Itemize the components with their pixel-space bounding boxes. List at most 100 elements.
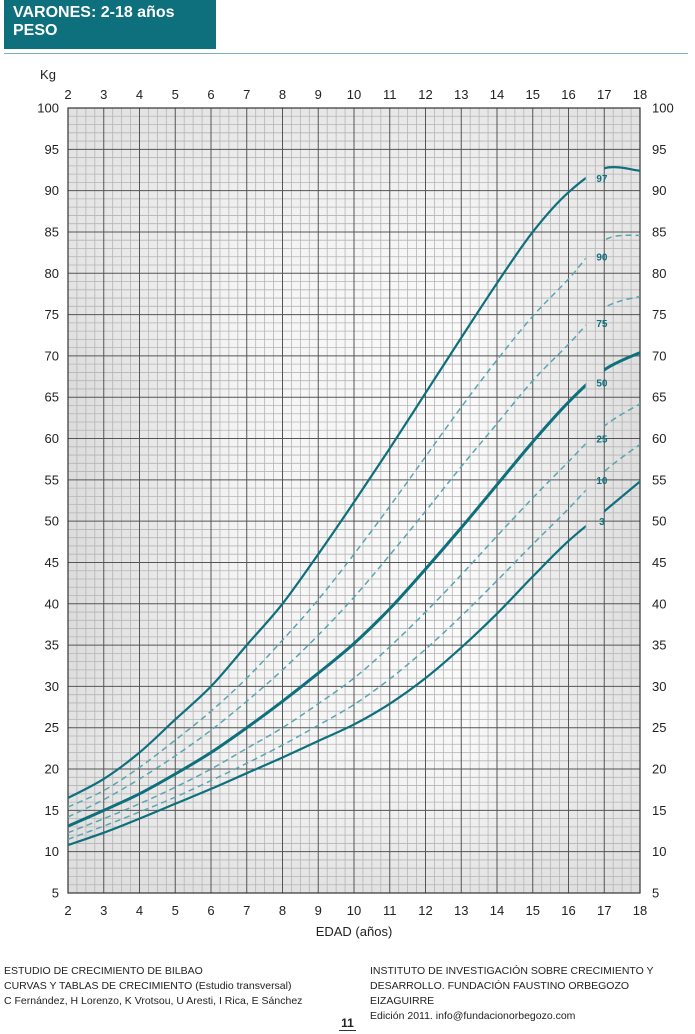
title-divider: [4, 53, 688, 54]
x-tick-label-top: 9: [315, 87, 322, 102]
y-tick-label-left: 40: [45, 596, 59, 611]
x-tick-label-bottom: 14: [490, 903, 504, 918]
x-tick-label-top: 18: [633, 87, 647, 102]
x-tick-label-bottom: 2: [64, 903, 71, 918]
x-tick-label-top: 16: [561, 87, 575, 102]
y-tick-label-right: 90: [652, 183, 666, 198]
y-tick-label-right: 55: [652, 472, 666, 487]
x-tick-label-top: 12: [418, 87, 432, 102]
x-tick-label-top: 14: [490, 87, 504, 102]
y-tick-label-right: 80: [652, 266, 666, 281]
x-tick-label-bottom: 6: [207, 903, 214, 918]
footer-left: ESTUDIO DE CRECIMIENTO DE BILBAO CURVAS …: [4, 964, 302, 1009]
x-tick-label-top: 17: [597, 87, 611, 102]
footer-left-line: C Fernández, H Lorenzo, K Vrotsou, U Are…: [4, 995, 303, 1007]
y-tick-label-right: 20: [652, 762, 666, 777]
percentile-label-p90: 90: [596, 253, 608, 264]
y-tick-label-right: 35: [652, 638, 666, 653]
y-tick-label-right: 95: [652, 142, 666, 157]
y-tick-label-left: 20: [45, 762, 59, 777]
percentile-curve-p10: [68, 443, 640, 840]
y-tick-label-right: 45: [652, 555, 666, 570]
percentile-label-p50: 50: [596, 378, 608, 389]
x-tick-label-bottom: 16: [561, 903, 575, 918]
y-tick-label-right: 60: [652, 431, 666, 446]
y-tick-label-left: 25: [45, 720, 59, 735]
x-tick-label-bottom: 5: [172, 903, 179, 918]
x-tick-label-top: 4: [136, 87, 143, 102]
plot-frame: [67, 107, 641, 894]
footer-left-line: CURVAS Y TABLAS DE CRECIMIENTO (Estudio …: [4, 980, 292, 992]
x-tick-label-bottom: 15: [526, 903, 540, 918]
footer-right: INSTITUTO DE INVESTIGACIÓN SOBRE CRECIMI…: [370, 964, 695, 1024]
x-tick-label-bottom: 18: [633, 903, 647, 918]
y-tick-label-right: 50: [652, 514, 666, 529]
x-tick-label-bottom: 7: [243, 903, 250, 918]
percentile-label-p3: 3: [599, 517, 605, 528]
growth-chart: 2233445566778899101011111212131314141515…: [37, 67, 674, 939]
y-tick-label-right: 65: [652, 390, 666, 405]
y-tick-label-right: 40: [652, 596, 666, 611]
y-tick-label-left: 50: [45, 514, 59, 529]
percentile-curve-p25: [68, 403, 640, 834]
y-tick-label-left: 100: [37, 101, 59, 116]
percentile-label-p97: 97: [596, 174, 608, 185]
percentile-curve-p50: [68, 351, 640, 828]
y-tick-label-left: 65: [45, 390, 59, 405]
y-tick-label-right: 100: [652, 101, 674, 116]
y-tick-label-right: 70: [652, 348, 666, 363]
x-tick-label-bottom: 13: [454, 903, 468, 918]
y-tick-label-left: 15: [45, 803, 59, 818]
y-tick-label-left: 75: [45, 307, 59, 322]
y-tick-label-right: 10: [652, 844, 666, 859]
y-tick-label-right: 25: [652, 720, 666, 735]
footer-right-line: DESARROLLO. FUNDACIÓN FAUSTINO ORBEGOZO …: [370, 980, 630, 1007]
chart-title-box: VARONES: 2-18 años PESO: [4, 0, 216, 49]
percentile-curve-p3: [68, 480, 640, 847]
x-tick-label-top: 13: [454, 87, 468, 102]
y-tick-label-left: 70: [45, 348, 59, 363]
y-tick-label-right: 75: [652, 307, 666, 322]
x-tick-label-bottom: 3: [100, 903, 107, 918]
y-tick-label-left: 5: [52, 886, 59, 901]
y-tick-label-right: 15: [652, 803, 666, 818]
x-tick-label-top: 5: [172, 87, 179, 102]
x-tick-label-top: 7: [243, 87, 250, 102]
y-tick-label-left: 45: [45, 555, 59, 570]
page-number: 11: [339, 1016, 356, 1031]
x-tick-label-bottom: 11: [383, 903, 397, 918]
footer-left-line: ESTUDIO DE CRECIMIENTO DE BILBAO: [4, 965, 203, 977]
x-tick-label-bottom: 17: [597, 903, 611, 918]
percentile-label-p75: 75: [596, 319, 608, 330]
percentile-curve-p90: [68, 234, 640, 808]
y-axis-label: Kg: [40, 67, 56, 82]
x-tick-label-top: 2: [64, 87, 71, 102]
percentile-curve-p97: [68, 166, 640, 800]
y-tick-label-left: 30: [45, 679, 59, 694]
y-tick-label-left: 85: [45, 224, 59, 239]
x-axis-label: EDAD (años): [316, 924, 393, 939]
y-tick-label-left: 60: [45, 431, 59, 446]
y-tick-label-left: 55: [45, 472, 59, 487]
x-tick-label-top: 8: [279, 87, 286, 102]
x-tick-label-bottom: 9: [315, 903, 322, 918]
y-tick-label-left: 35: [45, 638, 59, 653]
x-tick-label-bottom: 10: [347, 903, 361, 918]
y-tick-label-right: 5: [652, 886, 659, 901]
title-line-1: VARONES: 2-18 años: [13, 4, 175, 21]
x-tick-label-bottom: 12: [418, 903, 432, 918]
title-line-2: PESO: [13, 22, 58, 39]
x-tick-label-bottom: 8: [279, 903, 286, 918]
y-tick-label-left: 10: [45, 844, 59, 859]
x-tick-label-top: 15: [526, 87, 540, 102]
x-tick-label-bottom: 4: [136, 903, 143, 918]
percentile-label-p10: 10: [596, 476, 608, 487]
percentile-label-p25: 25: [596, 435, 608, 446]
x-tick-label-top: 10: [347, 87, 361, 102]
footer-right-line: Edición 2011. info@fundacionorbegozo.com: [370, 1010, 576, 1022]
y-tick-label-right: 85: [652, 224, 666, 239]
y-tick-label-left: 95: [45, 142, 59, 157]
y-tick-label-right: 30: [652, 679, 666, 694]
y-tick-label-left: 80: [45, 266, 59, 281]
footer-right-line: INSTITUTO DE INVESTIGACIÓN SOBRE CRECIMI…: [370, 965, 654, 977]
